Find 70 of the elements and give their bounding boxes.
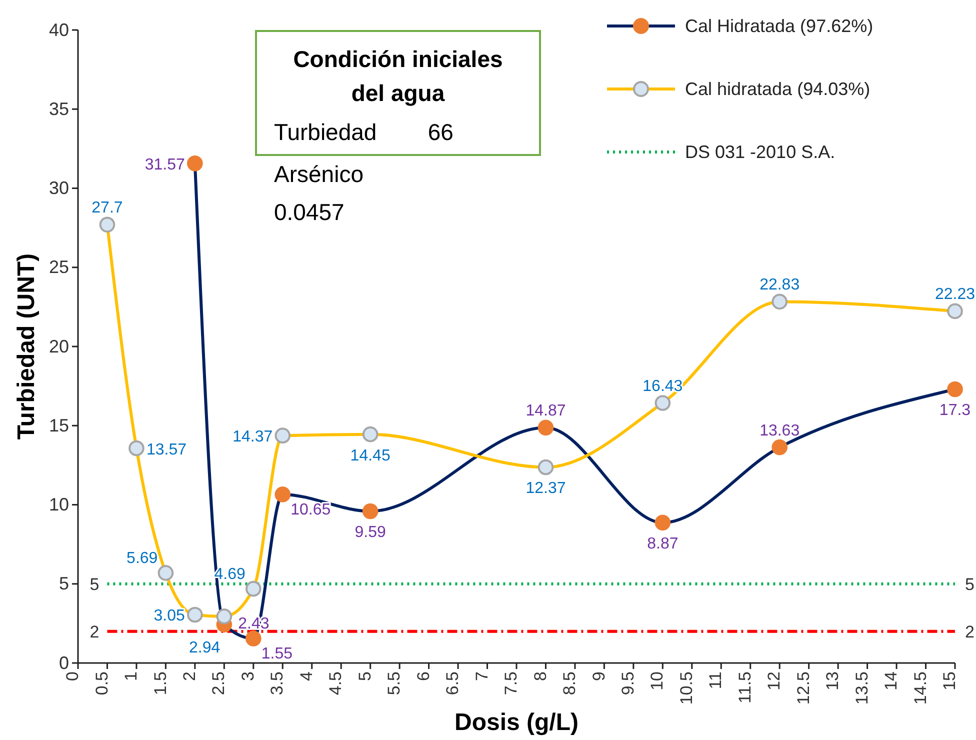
data-label: 31.57 [144,156,186,174]
data-label: 13.63 [760,422,800,440]
x-tick-label: 9 [589,672,608,681]
data-label: 14.45 [350,447,390,464]
x-tick-label: 11.5 [735,672,754,704]
x-tick-label: 2.5 [209,672,228,696]
data-label: 3.05 [154,608,186,625]
annotation: 0.0457 [274,199,344,225]
data-label: 13.57 [146,441,187,458]
y-tick-label: 35 [48,98,69,119]
x-tick-label: 1 [122,672,141,681]
annotation: Turbiedad 66 [274,119,454,145]
x-tick-label: 13 [823,672,842,690]
data-label: 9.59 [354,524,386,542]
x-tick-label: 5.5 [384,672,404,696]
data-label: 10.65 [290,501,331,518]
annotation: Condición iniciales del agua [293,46,503,106]
y-tick-label: 20 [48,336,69,356]
y-tick-label: 15 [48,415,69,436]
x-tick-label: 2 [180,672,199,681]
x-tick-label: 7.5 [502,672,521,696]
x-tick-label: 5 [355,672,374,681]
annotation: 2 [90,622,100,642]
x-tick-label: 14 [882,672,901,690]
x-tick-label: 6.5 [443,672,462,696]
annotation: 5 [90,574,100,594]
x-tick-label: 14.5 [910,672,930,705]
x-tick-label: 10.5 [676,672,696,705]
x-tick-label: 9.5 [618,672,638,696]
data-label: 8.87 [647,536,678,553]
x-tick-label: 8.5 [560,672,580,696]
data-label: 14.87 [526,402,566,420]
x-tick-label: 3 [238,672,258,681]
y-tick-label: 25 [48,257,69,278]
x-tick-label: 0.5 [92,672,112,696]
legend-label: DS 031 -2010 S.A. [685,142,836,162]
text: 5 [965,574,974,594]
data-label: 1.55 [261,645,293,662]
data-label: 27.7 [92,200,123,217]
data-label: 12.37 [526,480,566,498]
data-label: 14.37 [232,428,273,446]
x-tick-label: 11 [706,672,726,690]
legend-label: Cal Hidratada (97.62%) [685,16,874,36]
x-tick-label: 4.5 [326,672,346,696]
x-tick-label: 15 [940,672,960,690]
y-tick-label: 5 [58,574,69,594]
x-tick-label: 13.5 [852,672,872,705]
x-tick-label: 6 [414,672,433,681]
data-label: 22.23 [934,286,976,304]
x-tick-label: 12.5 [794,672,813,705]
x-tick-label: 8 [530,672,550,681]
x-tick-label: 4 [296,672,316,681]
y-axis-title: Turbiedad (UNT) [13,253,40,440]
y-tick-label: 40 [48,20,69,40]
x-axis-title: Dosis (g/L) [454,709,578,736]
data-label: 2.94 [189,639,220,656]
annotation: Arsénico [274,161,364,187]
x-tick-label: 10 [648,672,667,690]
legend-label: Cal hidratada (94.03%) [685,79,870,99]
y-tick-label: 30 [48,178,69,198]
y-tick-label: 10 [48,494,69,515]
data-label: 17.3 [939,402,971,420]
x-tick-label: 7 [472,672,492,681]
x-tick-label: 1.5 [150,672,170,696]
data-label: 22.83 [760,276,800,294]
x-tick-label: 3.5 [268,672,287,696]
x-tick-label: 12 [764,672,784,690]
data-label: 16.43 [642,378,683,395]
text: 2 [965,622,974,642]
data-label: 5.69 [126,550,158,567]
